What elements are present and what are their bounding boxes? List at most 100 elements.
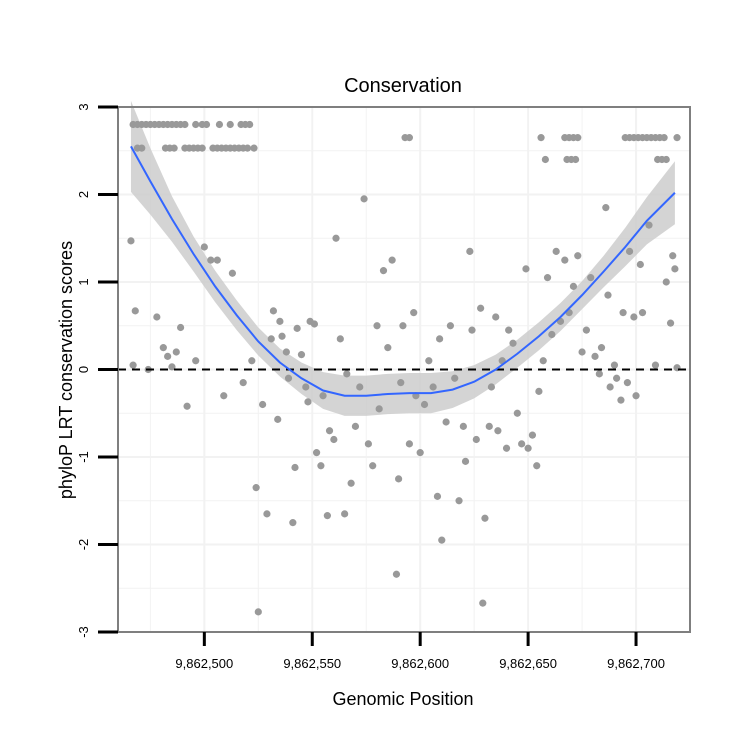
data-point <box>502 444 511 452</box>
data-point <box>509 339 517 347</box>
data-point <box>410 309 418 317</box>
data-point <box>461 457 470 465</box>
data-point <box>250 144 258 152</box>
data-point <box>384 344 392 352</box>
data-point <box>630 313 638 321</box>
data-point <box>662 278 670 286</box>
data-point <box>127 237 135 245</box>
data-point <box>420 400 429 409</box>
data-point <box>397 379 405 387</box>
data-point <box>364 440 372 448</box>
data-point <box>388 256 396 264</box>
data-point <box>548 330 556 339</box>
data-point <box>660 134 668 142</box>
data-point <box>438 536 446 544</box>
data-point <box>528 431 537 439</box>
data-point <box>254 608 262 616</box>
data-point <box>239 379 247 387</box>
data-point <box>332 234 340 242</box>
data-point <box>524 444 532 452</box>
data-point <box>436 335 444 343</box>
x-axis: 9,862,500 9,862,550 9,862,600 9,862,650 9,86… <box>175 632 665 671</box>
data-point <box>252 484 260 492</box>
x-tick-label: 9,862,600 <box>391 656 449 671</box>
smooth-curve-layer <box>130 145 676 397</box>
data-point <box>202 120 211 129</box>
x-axis-title: Genomic Position <box>332 689 473 709</box>
data-point <box>293 324 301 332</box>
data-point <box>518 440 526 448</box>
data-point <box>522 265 530 273</box>
y-tick-label: -3 <box>76 626 91 638</box>
y-tick-label: 3 <box>76 103 91 110</box>
data-point <box>198 144 206 152</box>
data-point <box>192 120 200 129</box>
data-point <box>319 392 327 400</box>
y-axis: -3 -2 -1 0 1 2 3 <box>76 103 118 638</box>
data-point <box>537 134 545 142</box>
data-point <box>228 269 236 277</box>
data-point <box>619 309 627 317</box>
data-point <box>215 120 224 129</box>
data-point <box>645 221 653 229</box>
data-point <box>636 260 644 269</box>
data-point <box>602 204 610 212</box>
data-point <box>533 462 541 470</box>
data-point <box>451 374 459 382</box>
data-point <box>543 274 552 282</box>
data-point <box>455 497 463 505</box>
data-point <box>181 120 189 129</box>
data-point <box>304 398 312 406</box>
data-point <box>373 322 381 330</box>
data-point <box>479 599 487 607</box>
data-point <box>582 326 590 334</box>
data-point <box>671 265 679 273</box>
data-point <box>561 256 569 264</box>
x-tick-label: 9,862,550 <box>283 656 341 671</box>
data-point <box>405 440 413 448</box>
data-point <box>651 361 660 369</box>
data-point <box>433 492 442 500</box>
data-point <box>341 510 349 518</box>
chart-title: Conservation <box>344 75 462 97</box>
data-point <box>317 462 325 470</box>
data-point <box>442 418 450 426</box>
x-tick-label: 9,862,500 <box>175 656 233 671</box>
data-point <box>487 383 496 391</box>
data-point <box>638 309 647 317</box>
data-point <box>170 144 178 152</box>
data-point <box>666 319 675 327</box>
data-point <box>662 155 670 164</box>
data-point <box>505 326 513 334</box>
data-point <box>263 510 271 518</box>
data-point <box>164 352 172 360</box>
data-point <box>429 383 437 391</box>
y-tick-label: 2 <box>76 191 91 198</box>
data-point <box>207 256 215 264</box>
data-point <box>226 120 234 129</box>
data-point <box>369 462 377 470</box>
data-point <box>259 400 267 409</box>
data-point <box>129 361 137 369</box>
data-point <box>312 449 321 457</box>
plot-panel <box>117 100 691 633</box>
data-point <box>399 322 407 330</box>
data-points <box>127 120 681 616</box>
data-point <box>632 392 640 400</box>
data-point <box>604 291 612 299</box>
data-point <box>578 348 586 356</box>
data-point <box>610 361 619 369</box>
data-point <box>213 256 221 264</box>
data-point <box>395 475 403 483</box>
data-point <box>459 422 467 430</box>
data-point <box>617 396 625 404</box>
data-point <box>392 570 401 578</box>
y-tick-label: 1 <box>76 278 91 285</box>
data-point <box>243 144 252 152</box>
data-point <box>623 379 632 387</box>
data-point <box>351 422 360 430</box>
data-point <box>569 282 578 290</box>
data-point <box>446 322 455 330</box>
data-point <box>360 195 368 203</box>
data-point <box>591 352 599 360</box>
